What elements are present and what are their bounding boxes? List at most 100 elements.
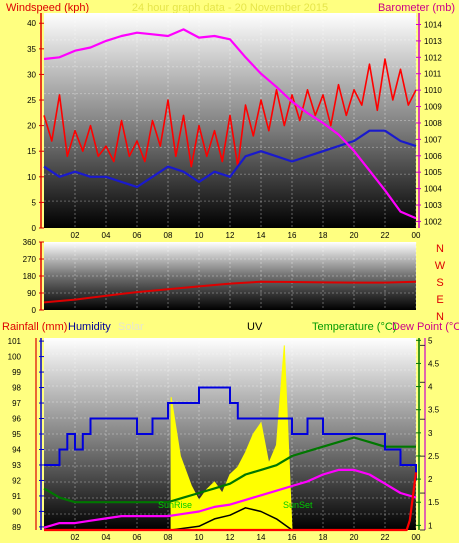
- barometer-tick-label: 1011: [424, 70, 442, 79]
- compass-letter: E: [436, 294, 443, 306]
- time-tick-label: 18: [319, 231, 328, 240]
- windspeed-tick-label: 20: [27, 122, 36, 131]
- rainfall-legend: Rainfall (mm): [2, 321, 67, 333]
- dewpoint-line: [43, 468, 417, 529]
- humidity-line: [44, 386, 417, 481]
- barometer-tick-label: 1013: [424, 37, 442, 46]
- direction-plot-area: [44, 242, 416, 310]
- humidity-tick-label: 92: [12, 476, 21, 485]
- temp-hum-series: [43, 345, 418, 532]
- humidity-tick-label: 90: [12, 507, 21, 516]
- windspeed-tick-label: 10: [27, 173, 36, 182]
- direction-grid: [44, 242, 417, 310]
- time-tick-label: 04: [102, 231, 111, 240]
- windspeed-tick-label: 0: [32, 224, 37, 233]
- solar-area: [170, 345, 293, 531]
- humidity-tick-label: 94: [12, 445, 21, 454]
- time-tick-label: 20: [350, 231, 359, 240]
- time-tick-label: 10: [195, 231, 204, 240]
- time-tick-label: 22: [381, 533, 390, 542]
- solar-legend: Solar: [118, 321, 144, 333]
- barometer-tick-label: 1012: [424, 53, 442, 62]
- humidity-tick-label: 96: [12, 415, 21, 424]
- wind-average-line: [43, 129, 417, 189]
- compass-letter: N: [436, 243, 444, 255]
- temperature-tick-label: 4.5: [428, 359, 440, 368]
- time-tick-label: 06: [133, 533, 142, 542]
- time-tick-label: 14: [257, 231, 266, 240]
- sunset-label: SunSet: [283, 500, 313, 510]
- uv-tick-labels: [420, 344, 425, 531]
- time-tick-label: 12: [226, 533, 235, 542]
- time-tick-label: 14: [257, 533, 266, 542]
- direction-tick-label: 90: [27, 289, 36, 298]
- time-tick-label: 02: [71, 533, 80, 542]
- chart-title: 24 hour graph data - 20 November 2015: [132, 2, 328, 14]
- humidity-tick-label: 100: [8, 353, 22, 362]
- barometer-tick-label: 1002: [424, 217, 442, 226]
- humidity-tick-label: 89: [12, 523, 21, 532]
- barometer-tick-label: 1005: [424, 168, 442, 177]
- barometer-tick-label: 1014: [424, 20, 442, 29]
- uv-legend: UV: [247, 321, 263, 333]
- direction-tick-label: 360: [23, 238, 37, 247]
- temperature-line: [43, 436, 416, 504]
- time-tick-labels-3: 02 04 06 08 10 12 14 16 18 20 22 00: [71, 533, 421, 542]
- windspeed-tick-label: 15: [27, 147, 36, 156]
- barometer-axis-title: Barometer (mb): [378, 2, 455, 14]
- dewpoint-legend: Dew Point (°C): [392, 321, 459, 333]
- windspeed-tick-label: 30: [27, 70, 36, 79]
- barometer-tick-label: 1004: [424, 185, 442, 194]
- sunrise-label: SunRise: [158, 500, 192, 510]
- humidity-tick-label: 98: [12, 384, 21, 393]
- time-tick-label: 20: [350, 533, 359, 542]
- rainfall-line: [44, 472, 418, 532]
- barometer-tick-label: 1003: [424, 201, 442, 210]
- temperature-tick-label: 3: [428, 429, 433, 438]
- windspeed-tick-labels: 0 5 10 15 20 25 30 35 40: [27, 13, 44, 233]
- time-tick-label: 08: [164, 231, 173, 240]
- time-tick-label: 08: [164, 533, 173, 542]
- time-tick-label: 04: [102, 533, 111, 542]
- humidity-tick-label: 95: [12, 430, 21, 439]
- temperature-tick-label: 2.5: [428, 452, 440, 461]
- barometer-tick-label: 1008: [424, 119, 442, 128]
- temperature-tick-label: 4: [428, 383, 433, 392]
- barometer-tick-labels: 1002 1003 1004 1005 1006 1007 1008 1009 1010 1011…: [416, 13, 442, 228]
- time-tick-label: 10: [195, 533, 204, 542]
- direction-series: [43, 280, 417, 304]
- direction-tick-label: 270: [23, 255, 37, 264]
- time-tick-label: 22: [381, 231, 390, 240]
- humidity-tick-label: 101: [8, 337, 22, 346]
- humidity-legend: Humidity: [68, 321, 111, 333]
- humidity-tick-labels: 89 90 91 92 93 94 95 96 97 98 99 100 101: [8, 337, 44, 532]
- barometer-tick-label: 1010: [424, 86, 442, 95]
- temperature-legend: Temperature (°C): [312, 321, 396, 333]
- barometer-tick-label: 1009: [424, 103, 442, 112]
- time-tick-label: 02: [71, 231, 80, 240]
- compass-letter: S: [436, 277, 443, 289]
- time-tick-label: 12: [226, 231, 235, 240]
- uv-line: [171, 507, 293, 531]
- wind-direction-line: [43, 280, 417, 304]
- time-tick-label: 00: [412, 533, 421, 542]
- barometer-tick-label: 1007: [424, 135, 442, 144]
- time-tick-label: 00: [412, 231, 421, 240]
- time-tick-label: 18: [319, 533, 328, 542]
- windspeed-tick-label: 40: [27, 19, 36, 28]
- temperature-tick-label: 2: [428, 475, 433, 484]
- compass-letter: N: [436, 311, 444, 323]
- humidity-tick-label: 93: [12, 461, 21, 470]
- humidity-tick-label: 97: [12, 399, 21, 408]
- windspeed-axis-title: Windspeed (kph): [6, 2, 89, 14]
- direction-tick-label: 0: [32, 306, 37, 315]
- direction-tick-labels: 0 90 180 270 360: [23, 238, 44, 315]
- temperature-tick-label: 1.5: [428, 498, 440, 507]
- temperature-tick-label: 1: [428, 521, 433, 530]
- windspeed-tick-label: 35: [27, 45, 36, 54]
- temperature-tick-labels: 1 1.5 2 2.5 3 3.5 4 4.5 5: [416, 336, 440, 530]
- barometer-line: [43, 28, 417, 220]
